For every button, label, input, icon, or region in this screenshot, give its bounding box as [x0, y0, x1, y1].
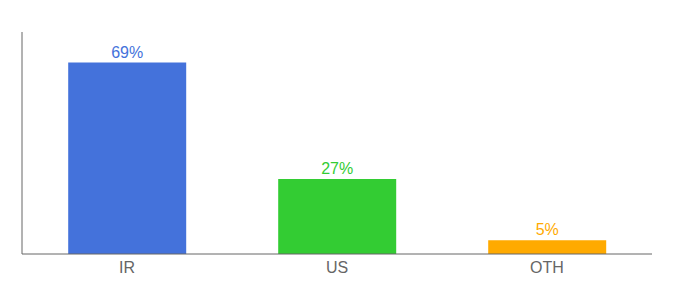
svg-text:IR: IR — [119, 259, 135, 276]
svg-text:5%: 5% — [536, 221, 559, 238]
svg-text:OTH: OTH — [530, 259, 564, 276]
svg-text:27%: 27% — [321, 160, 353, 177]
svg-text:69%: 69% — [111, 44, 143, 61]
svg-text:US: US — [326, 259, 348, 276]
